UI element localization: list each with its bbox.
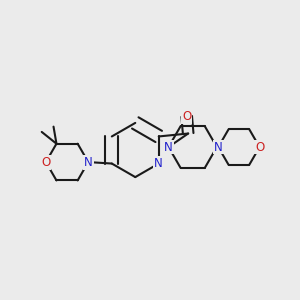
Text: N: N	[214, 141, 223, 154]
Text: O: O	[255, 141, 264, 154]
Text: N: N	[164, 141, 173, 154]
Text: N: N	[154, 157, 163, 170]
Text: N: N	[84, 156, 93, 169]
Text: O: O	[41, 156, 50, 169]
Text: O: O	[182, 110, 191, 123]
